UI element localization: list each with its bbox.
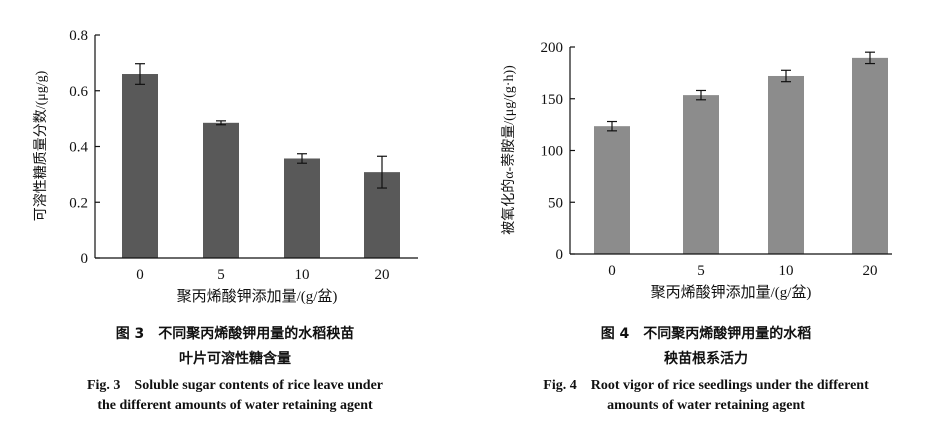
- caption-en-line2: the different amounts of water retaining…: [97, 398, 373, 413]
- chart-soluble-sugar: 0 0.2 0.4 0.6 0.8 0 5 10 20 聚丙烯酸钾添加量/(g/盆) 可溶性糖质量分…: [33, 28, 418, 305]
- x-tick-label: 0: [136, 267, 144, 283]
- y-tick-label: 0.4: [69, 140, 88, 156]
- y-tick-label: 50: [548, 195, 563, 211]
- y-tick-label: 0: [81, 251, 89, 267]
- caption-cn-line1: 图 3 不同聚丙烯酸钾用量的水稻秧苗: [115, 326, 355, 342]
- bar-0: [122, 74, 158, 259]
- y-axis-label: 可溶性糖质量分数/(μg/g): [33, 70, 49, 221]
- y-tick-label: 200: [541, 40, 564, 56]
- x-tick-label: 5: [217, 267, 225, 283]
- y-tick-label: 150: [541, 92, 564, 108]
- y-tick-label: 0.2: [69, 195, 88, 211]
- x-tick-label: 10: [295, 267, 310, 283]
- bar-10: [768, 75, 804, 254]
- x-axis-label: 聚丙烯酸钾添加量/(g/盆): [177, 288, 338, 305]
- x-tick-label: 0: [608, 263, 616, 279]
- caption-en-line1: Fig. 3 Soluble sugar contents of rice le…: [86, 378, 384, 393]
- y-tick-label: 0: [556, 247, 564, 263]
- x-tick-label: 5: [697, 263, 705, 279]
- bar-5: [203, 122, 239, 259]
- caption-en-line1: Fig. 4 Root vigor of rice seedlings unde…: [543, 378, 869, 393]
- figure-4: 0 50 100 150 200 0 5 10 20 聚丙烯酸钾添加量/(g/盆) 被氧化的α-萘胺…: [470, 0, 942, 438]
- y-tick-label: 100: [541, 144, 564, 160]
- caption-cn-line1: 图 4 不同聚丙烯酸钾用量的水稻: [600, 326, 812, 342]
- bar-10: [284, 158, 320, 258]
- chart-root-vigor: 0 50 100 150 200 0 5 10 20 聚丙烯酸钾添加量/(g/盆) 被氧化的α-萘胺…: [501, 40, 892, 301]
- bar-5: [683, 95, 719, 254]
- x-tick-label: 10: [779, 263, 794, 279]
- bar-0: [594, 126, 630, 254]
- x-axis-label: 聚丙烯酸钾添加量/(g/盆): [651, 284, 812, 301]
- caption-cn-line2: 叶片可溶性糖含量: [179, 351, 291, 367]
- bar-20: [852, 57, 888, 255]
- y-tick-label: 0.6: [69, 84, 88, 100]
- caption-cn-line2: 秧苗根系活力: [664, 351, 748, 367]
- x-tick-label: 20: [375, 267, 390, 283]
- caption-en-line2: amounts of water retaining agent: [607, 398, 805, 413]
- y-axis-label: 被氧化的α-萘胺量/(μg/(g·h)): [501, 65, 517, 235]
- figure-3: 0 0.2 0.4 0.6 0.8 0 5 10 20 聚丙烯酸钾添加量/(g/盆) 可溶性糖质量分…: [0, 0, 470, 438]
- x-tick-label: 20: [863, 263, 878, 279]
- y-tick-label: 0.8: [69, 28, 88, 44]
